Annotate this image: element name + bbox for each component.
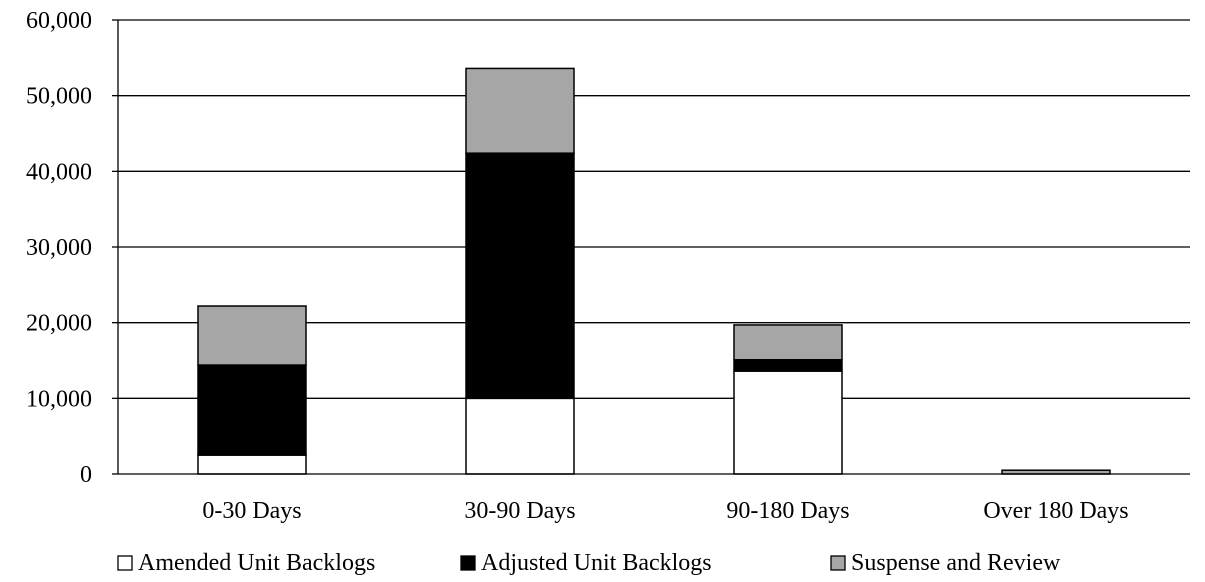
x-axis-ticks: 0-30 Days 30-90 Days 90-180 Days Over 180 D… — [202, 498, 1128, 524]
legend-label: Amended Unit Backlogs — [138, 550, 375, 576]
y-tick-label: 40,000 — [26, 159, 92, 185]
bar-segment — [733, 358, 843, 372]
x-tick-label: 0-30 Days — [202, 498, 301, 524]
bar-segment — [197, 364, 307, 456]
y-axis-ticks: 0 10,000 20,000 30,000 40,000 50,000 60,000 — [26, 8, 118, 488]
legend-label: Adjusted Unit Backlogs — [481, 550, 712, 576]
legend-swatch — [117, 555, 133, 571]
x-tick-label: 30-90 Days — [464, 498, 575, 524]
y-tick-label: 0 — [80, 462, 92, 488]
y-tick-label: 30,000 — [26, 235, 92, 261]
x-tick-label: 90-180 Days — [726, 498, 849, 524]
y-tick-label: 50,000 — [26, 84, 92, 110]
legend-label: Suspense and Review — [851, 550, 1061, 576]
bar-segment — [197, 454, 307, 475]
bar-segment — [733, 370, 843, 475]
bar-segment — [465, 397, 575, 475]
legend-swatch — [460, 555, 476, 571]
y-tick-label: 20,000 — [26, 311, 92, 337]
x-tick-label: Over 180 Days — [983, 498, 1128, 524]
bar-segment — [197, 305, 307, 366]
legend: Amended Unit Backlogs Adjusted Unit Backl… — [117, 550, 1061, 576]
bars — [197, 67, 1111, 475]
bar-segment — [733, 324, 843, 361]
bar-segment — [465, 67, 575, 154]
y-tick-label: 10,000 — [26, 386, 92, 412]
bar-segment — [465, 152, 575, 400]
legend-swatch — [830, 555, 846, 571]
y-tick-label: 60,000 — [26, 8, 92, 34]
